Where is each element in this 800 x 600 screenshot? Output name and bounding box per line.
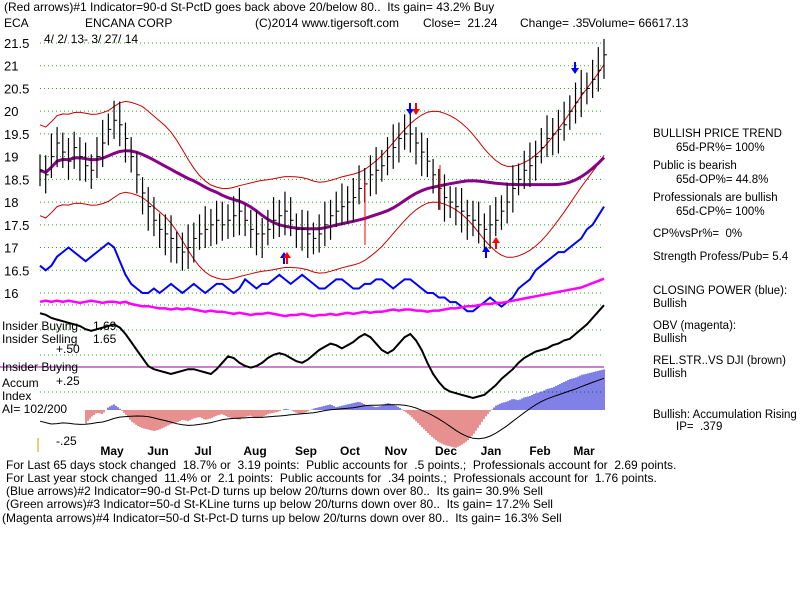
insider-buying-line-label: Insider Buying bbox=[2, 360, 79, 374]
insider-selling-value: 1.65 bbox=[93, 332, 117, 346]
footer-line-magenta-arrows: (Magenta arrows)#4 Indicator=50-d St-Pct… bbox=[2, 511, 562, 525]
insider-selling-label: Insider Selling bbox=[2, 332, 78, 346]
signal-arrows bbox=[280, 62, 579, 264]
month-tick-label: Sep bbox=[295, 444, 317, 458]
price-tick-label: 19 bbox=[4, 150, 18, 165]
month-tick-label: Jan bbox=[481, 444, 502, 458]
footer-line-year: For Last year stock changed 11.4% or 2.1… bbox=[6, 471, 657, 485]
plus25-label: +.25 bbox=[56, 374, 80, 388]
month-tick-label: Jul bbox=[194, 444, 211, 458]
obv-label: OBV (magenta): bbox=[653, 320, 737, 332]
indicator-lines bbox=[39, 206, 605, 400]
accum-label: Accum bbox=[2, 376, 39, 390]
price-tick-label: 16 bbox=[4, 286, 18, 301]
op-percent: 65d-OP%= 44.8% bbox=[676, 174, 769, 186]
pr-percent: 65d-PR%= 100% bbox=[676, 142, 765, 154]
moving-average-line bbox=[39, 149, 606, 231]
price-tick-label: 18.5 bbox=[4, 172, 29, 187]
insider-buying-value: 1.69 bbox=[93, 319, 117, 333]
month-tick-label: Oct bbox=[340, 444, 360, 458]
professionals-bullish: Professionals are bullish bbox=[653, 192, 778, 204]
blue-down-arrow bbox=[406, 103, 414, 115]
price-bands bbox=[39, 64, 606, 280]
month-tick-label: Feb bbox=[529, 444, 550, 458]
ip-value: IP= .379 bbox=[676, 421, 723, 433]
lower-band bbox=[39, 155, 605, 280]
accum-ma-line bbox=[39, 377, 605, 440]
source-credit: (C)2014 www.tigersoft.com bbox=[255, 16, 400, 30]
month-tick-label: Jun bbox=[147, 444, 168, 458]
month-tick-label: May bbox=[100, 444, 124, 458]
close-value: Close= 21.24 bbox=[423, 16, 498, 30]
bullish-trend-title: BULLISH PRICE TREND bbox=[653, 128, 782, 140]
blue-down-arrow bbox=[571, 62, 579, 74]
footer-line-green-arrows: (Green arrows)#3 Indicator=50-d St-KLine… bbox=[6, 497, 553, 511]
header-signal-line: (Red arrows)#1 Indicator=90-d St-PctD go… bbox=[4, 0, 495, 14]
price-tick-label: 20.5 bbox=[4, 81, 29, 96]
price-tick-label: 19.5 bbox=[4, 127, 29, 142]
cp-percent: 65d-CP%= 100% bbox=[676, 206, 765, 218]
price-tick-label: 17 bbox=[4, 241, 18, 256]
change-value: Change= .35 bbox=[520, 16, 590, 30]
price-tick-label: 16.5 bbox=[4, 263, 29, 278]
obv-line bbox=[39, 277, 605, 318]
ai-value: AI= 102/200 bbox=[2, 402, 68, 416]
price-bars bbox=[39, 38, 607, 271]
price-tick-label: 20 bbox=[4, 104, 18, 119]
footer-line-65day: For Last 65 days stock changed 18.7% or … bbox=[6, 458, 677, 472]
price-tick-label: 17.5 bbox=[4, 218, 29, 233]
cp-vs-pr: CP%vsPr%= 0% bbox=[653, 228, 743, 240]
obv-status: Bullish bbox=[653, 333, 687, 345]
price-tick-label: 21.5 bbox=[4, 36, 29, 51]
company-name: ENCANA CORP bbox=[85, 16, 173, 30]
plus50-label: +.50 bbox=[56, 342, 80, 356]
month-axis: May Jun Jul Aug Sep Oct Nov Dec Jan Feb Mar bbox=[100, 444, 595, 458]
date-range: 4/ 2/ 13- 3/ 27/ 14 bbox=[44, 32, 139, 46]
public-bearish: Public is bearish bbox=[653, 160, 737, 172]
month-tick-label: Mar bbox=[573, 444, 595, 458]
minus25-label: -.25 bbox=[56, 434, 77, 448]
red-up-arrow bbox=[283, 252, 291, 264]
price-gridlines bbox=[0, 42, 604, 393]
accumulation-status: Bullish: Accumulation Rising bbox=[653, 409, 797, 421]
index-label: Index bbox=[2, 389, 32, 403]
closing-power-line bbox=[39, 206, 605, 313]
relstr-label: REL.STR..VS DJI (brown) bbox=[653, 355, 786, 367]
footer-line-blue-arrows: (Blue arrows)#2 Indicator=90-d St-Pct-D … bbox=[6, 484, 543, 498]
closing-power-label: CLOSING POWER (blue): bbox=[653, 285, 788, 297]
upper-band bbox=[39, 64, 605, 189]
red-down-arrow bbox=[412, 103, 420, 115]
strength-ratio: Strength Profess/Pub= 5.4 bbox=[653, 251, 789, 263]
month-tick-label: Dec bbox=[435, 444, 457, 458]
relative-strength-line bbox=[39, 304, 605, 400]
blue-up-arrow bbox=[482, 246, 490, 258]
price-tick-label: 21 bbox=[4, 59, 18, 74]
month-tick-label: Aug bbox=[243, 444, 266, 458]
volume-value: Volume= 66617.13 bbox=[588, 16, 689, 30]
relstr-status: Bullish bbox=[653, 368, 687, 380]
accumulation-histogram bbox=[37, 369, 605, 452]
month-tick-label: Nov bbox=[385, 444, 408, 458]
price-axis: 21.5 21 20.5 20 19.5 19 18.5 18 17.5 17 16.5 16 bbox=[4, 36, 29, 301]
price-tick-label: 18 bbox=[4, 195, 18, 210]
ticker-symbol: ECA bbox=[4, 16, 29, 30]
insider-buying-label: Insider Buying bbox=[2, 319, 79, 333]
red-up-arrow bbox=[492, 237, 500, 249]
closing-power-status: Bullish bbox=[653, 298, 687, 310]
